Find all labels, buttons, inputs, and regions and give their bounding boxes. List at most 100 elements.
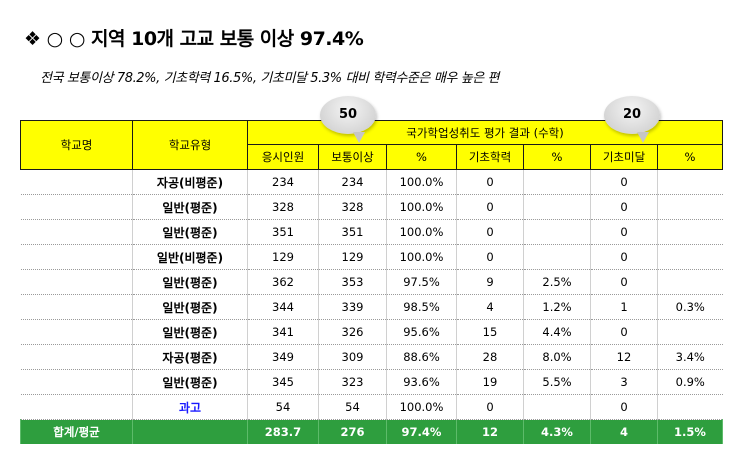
school-name-cell bbox=[20, 194, 133, 220]
school-type-cell: 일반(평준) bbox=[132, 369, 248, 395]
data-cell bbox=[657, 394, 723, 420]
school-name-cell bbox=[20, 244, 133, 270]
data-cell: 100.0% bbox=[386, 169, 457, 195]
school-type-cell: 일반(평준) bbox=[132, 294, 248, 320]
data-cell: 1 bbox=[590, 294, 658, 320]
total-row: 합계/평균 283.7 276 97.4% 12 4.3% 4 1.5% bbox=[20, 419, 723, 444]
total-type bbox=[132, 419, 248, 444]
school-name-cell bbox=[20, 394, 133, 420]
data-cell: 54 bbox=[318, 394, 387, 420]
data-cell: 323 bbox=[318, 369, 387, 395]
data-cell: 9 bbox=[456, 269, 524, 295]
data-cell: 349 bbox=[247, 344, 319, 370]
data-cell: 0 bbox=[456, 244, 524, 270]
data-cell: 362 bbox=[247, 269, 319, 295]
total-cell: 12 bbox=[456, 419, 524, 444]
table-row: 일반(평준) 362 353 97.5% 9 2.5% 0 bbox=[20, 269, 723, 295]
total-cell: 97.4% bbox=[386, 419, 457, 444]
data-cell: 12 bbox=[590, 344, 658, 370]
data-cell: 100.0% bbox=[386, 244, 457, 270]
school-type-cell: 일반(평준) bbox=[132, 319, 248, 345]
table-row: 일반(평준) 344 339 98.5% 4 1.2% 1 0.3% bbox=[20, 294, 723, 320]
data-cell bbox=[523, 394, 591, 420]
school-type-cell: 과고 bbox=[132, 394, 248, 420]
data-cell bbox=[523, 194, 591, 220]
total-cell: 276 bbox=[318, 419, 387, 444]
data-cell: 0 bbox=[590, 394, 658, 420]
school-type-cell: 일반(평준) bbox=[132, 219, 248, 245]
data-cell: 339 bbox=[318, 294, 387, 320]
data-cell: 4.4% bbox=[523, 319, 591, 345]
data-cell: 28 bbox=[456, 344, 524, 370]
school-name-cell bbox=[20, 269, 133, 295]
data-cell: 328 bbox=[318, 194, 387, 220]
data-cell bbox=[523, 169, 591, 195]
school-name-cell bbox=[20, 219, 133, 245]
school-name-cell bbox=[20, 344, 133, 370]
data-cell: 8.0% bbox=[523, 344, 591, 370]
data-cell: 4 bbox=[456, 294, 524, 320]
data-cell: 326 bbox=[318, 319, 387, 345]
data-cell: 100.0% bbox=[386, 394, 457, 420]
data-cell: 345 bbox=[247, 369, 319, 395]
data-cell: 0 bbox=[456, 219, 524, 245]
results-table: 학교명 학교유형 국가학업성취도 평가 결과 (수학) 응시인원 보통이상 % … bbox=[20, 120, 723, 444]
header-col: % bbox=[657, 144, 723, 170]
data-cell: 0 bbox=[456, 194, 524, 220]
data-cell bbox=[657, 219, 723, 245]
data-cell: 0 bbox=[456, 169, 524, 195]
school-type-cell: 일반(비평준) bbox=[132, 244, 248, 270]
data-cell: 88.6% bbox=[386, 344, 457, 370]
school-name-cell bbox=[20, 294, 133, 320]
data-cell: 3 bbox=[590, 369, 658, 395]
data-cell: 97.5% bbox=[386, 269, 457, 295]
data-cell: 0 bbox=[590, 319, 658, 345]
data-cell bbox=[657, 169, 723, 195]
total-cell: 4.3% bbox=[523, 419, 591, 444]
data-cell: 234 bbox=[318, 169, 387, 195]
data-cell: 5.5% bbox=[523, 369, 591, 395]
callout-bubble-normal: 50 bbox=[320, 96, 376, 143]
data-cell: 3.4% bbox=[657, 344, 723, 370]
page-subtitle: 전국 보통이상 78.2%, 기초학력 16.5%, 기초미달 5.3% 대비 … bbox=[40, 71, 500, 86]
header-school-type: 학교유형 bbox=[132, 120, 248, 170]
total-cell: 1.5% bbox=[657, 419, 723, 444]
data-cell: 351 bbox=[247, 219, 319, 245]
data-cell bbox=[657, 319, 723, 345]
data-cell: 98.5% bbox=[386, 294, 457, 320]
data-cell: 0 bbox=[590, 244, 658, 270]
header-col: 기초학력 bbox=[456, 144, 524, 170]
table-row: 일반(평준) 328 328 100.0% 0 0 bbox=[20, 194, 723, 220]
data-cell: 54 bbox=[247, 394, 319, 420]
data-cell bbox=[657, 244, 723, 270]
school-name-cell bbox=[20, 169, 133, 195]
table-row: 일반(평준) 345 323 93.6% 19 5.5% 3 0.9% bbox=[20, 369, 723, 395]
header-col: % bbox=[523, 144, 591, 170]
data-cell: 2.5% bbox=[523, 269, 591, 295]
data-cell bbox=[657, 194, 723, 220]
table-row: 일반(비평준) 129 129 100.0% 0 0 bbox=[20, 244, 723, 270]
data-cell: 93.6% bbox=[386, 369, 457, 395]
header-col: % bbox=[386, 144, 457, 170]
data-cell: 0 bbox=[590, 269, 658, 295]
data-cell: 100.0% bbox=[386, 194, 457, 220]
header-col: 기초미달 bbox=[590, 144, 658, 170]
data-cell: 129 bbox=[247, 244, 319, 270]
header-col: 보통이상 bbox=[318, 144, 387, 170]
table-row: 일반(평준) 341 326 95.6% 15 4.4% 0 bbox=[20, 319, 723, 345]
data-cell: 0 bbox=[456, 394, 524, 420]
school-type-cell: 자공(비평준) bbox=[132, 169, 248, 195]
data-cell: 344 bbox=[247, 294, 319, 320]
data-cell bbox=[523, 219, 591, 245]
total-cell: 4 bbox=[590, 419, 658, 444]
data-cell: 0 bbox=[590, 219, 658, 245]
school-name-cell bbox=[20, 319, 133, 345]
table-row: 과고 54 54 100.0% 0 0 bbox=[20, 394, 723, 420]
data-cell: 0.3% bbox=[657, 294, 723, 320]
school-name-cell bbox=[20, 369, 133, 395]
data-cell: 351 bbox=[318, 219, 387, 245]
data-cell: 353 bbox=[318, 269, 387, 295]
data-cell bbox=[523, 244, 591, 270]
data-cell: 95.6% bbox=[386, 319, 457, 345]
header-school-name: 학교명 bbox=[20, 120, 133, 170]
